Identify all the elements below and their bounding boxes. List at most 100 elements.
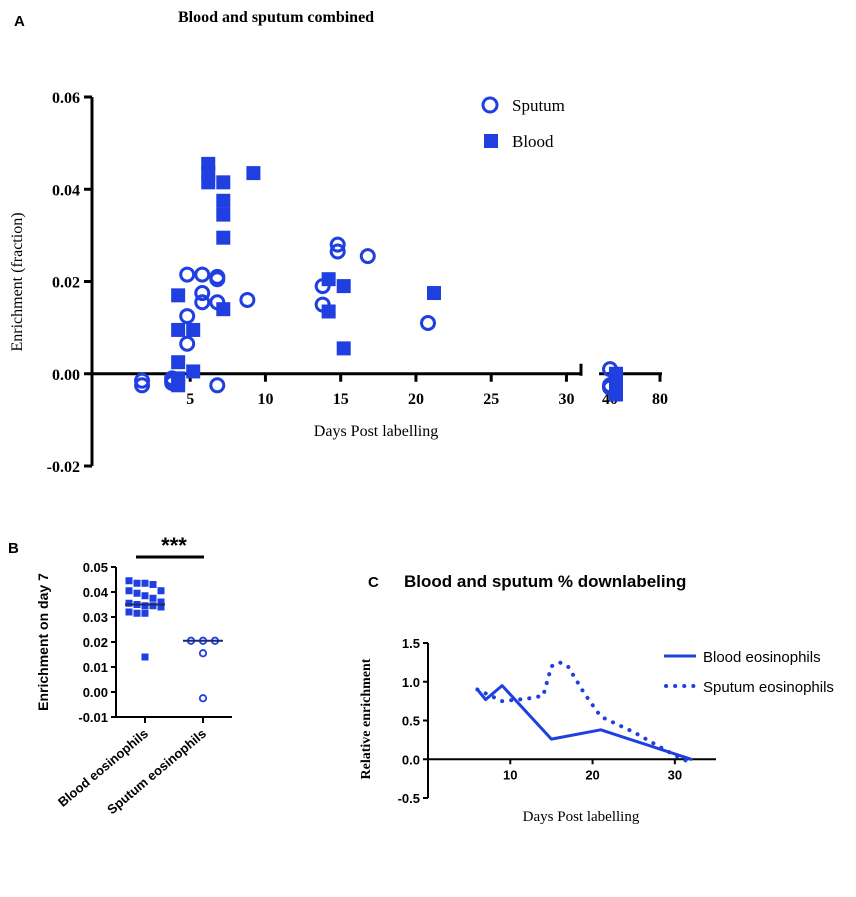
panel-label: C <box>368 574 379 591</box>
y-tick-label: 0.01 <box>83 660 108 675</box>
legend-blood-marker <box>484 134 498 148</box>
x-tick-label: 20 <box>585 767 599 782</box>
sputum-eosinophils-line <box>475 660 694 766</box>
legend-blood-label: Blood eosinophils <box>703 649 821 666</box>
blood-point <box>427 286 441 301</box>
panel-label: B <box>8 540 19 557</box>
blood-point <box>216 193 231 208</box>
blood-point <box>171 355 186 370</box>
y-tick-label: 0.02 <box>83 635 108 650</box>
blood-point <box>216 175 231 190</box>
x-tick-label: Sputum eosinophils <box>104 726 209 817</box>
sputum-point <box>329 236 346 253</box>
x-tick-label: 10 <box>503 767 517 782</box>
blood-point <box>609 387 623 402</box>
y-tick-label: -0.5 <box>398 791 420 806</box>
blood-point <box>171 288 186 303</box>
blood-point <box>246 166 261 181</box>
y-axis-label: Enrichment on day 7 <box>35 573 51 711</box>
y-tick-label: 0.04 <box>83 585 109 600</box>
blood-point <box>216 207 231 222</box>
sputum-point <box>359 248 376 265</box>
chart-title: Blood and sputum combined <box>178 9 374 26</box>
legend-sputum-label: Sputum eosinophils <box>703 679 834 696</box>
blood-eosinophil-point <box>125 587 133 595</box>
blood-point <box>321 304 336 319</box>
y-tick-label: -0.01 <box>78 710 108 725</box>
blood-point <box>216 302 231 317</box>
blood-point <box>201 175 216 190</box>
blood-point <box>186 322 201 337</box>
y-tick-label: -0.02 <box>47 459 80 476</box>
sputum-point <box>194 266 211 283</box>
blood-eosinophil-point <box>157 598 165 606</box>
x-axis-label: Days Post labelling <box>523 809 640 825</box>
x-tick-label: 25 <box>483 391 499 408</box>
sputum-point <box>239 291 256 308</box>
x-tick-label: 30 <box>668 767 682 782</box>
blood-point <box>336 279 351 294</box>
blood-point <box>216 230 231 245</box>
blood-eosinophils-line <box>475 684 693 761</box>
blood-point <box>186 364 201 379</box>
sputum-point <box>209 377 226 394</box>
blood-point <box>336 341 351 356</box>
y-axis-label: Relative enrichment <box>359 658 374 779</box>
sputum-point <box>179 308 196 325</box>
legend-sputum-marker <box>481 96 499 114</box>
blood-eosinophil-point <box>157 587 165 595</box>
x-tick-label: 30 <box>558 391 574 408</box>
y-tick-label: 1.5 <box>402 636 420 651</box>
sputum-point <box>209 271 226 288</box>
y-tick-label: 1.0 <box>402 675 420 690</box>
x-tick-label: 80 <box>652 391 668 408</box>
blood-eosinophil-point <box>125 608 133 616</box>
y-tick-label: 0.06 <box>52 90 80 107</box>
sputum-point <box>179 266 196 283</box>
blood-eosinophil-point <box>133 579 141 587</box>
blood-eosinophil-point <box>125 577 133 585</box>
blood-eosinophil-point <box>141 609 149 617</box>
y-tick-label: 0.0 <box>402 752 420 767</box>
x-tick-label: 15 <box>333 391 349 408</box>
sputum-point <box>179 335 196 352</box>
blood-eosinophil-point <box>133 589 141 597</box>
y-tick-label: 0.5 <box>402 714 420 729</box>
sputum-eosinophil-point <box>198 649 208 658</box>
sputum-eosinophil-point <box>198 694 208 703</box>
y-tick-label: 0.03 <box>83 610 108 625</box>
y-tick-label: 0.00 <box>83 685 108 700</box>
y-tick-label: 0.05 <box>83 560 108 575</box>
blood-eosinophil-point <box>125 599 133 607</box>
x-tick-label: 20 <box>408 391 424 408</box>
sputum-point <box>420 315 436 332</box>
y-tick-label: 0.04 <box>52 182 80 199</box>
panel-b: B 0.05 0.04 0.03 0.02 0.01 0.00 -0.01 Enrichment… <box>8 533 232 817</box>
legend-blood-label: Blood <box>512 132 554 151</box>
blood-eosinophil-point <box>157 603 165 611</box>
panel-c: C Blood and sputum % downlabeling 1.5 1.0 0.… <box>359 572 834 825</box>
blood-eosinophil-point <box>149 594 157 602</box>
x-tick-label: 5 <box>186 391 194 408</box>
blood-point <box>321 272 336 287</box>
blood-eosinophil-point <box>149 602 157 610</box>
blood-eosinophil-point <box>141 579 149 587</box>
blood-eosinophil-point <box>133 609 141 617</box>
blood-eosinophil-point <box>141 592 149 600</box>
blood-eosinophil-point <box>141 653 149 661</box>
panel-label: A <box>14 13 25 30</box>
y-tick-label: 0.00 <box>52 367 80 384</box>
x-axis-label: Days Post labelling <box>314 423 438 440</box>
legend-sputum-label: Sputum <box>512 96 565 115</box>
y-axis-label: Enrichment (fraction) <box>9 212 26 351</box>
significance-label: *** <box>161 533 187 558</box>
sputum-point <box>134 377 151 394</box>
blood-eosinophil-point <box>141 602 149 610</box>
blood-point <box>171 322 186 337</box>
x-tick-label: 10 <box>257 391 273 408</box>
sputum-point <box>194 294 211 311</box>
blood-eosinophil-point <box>149 581 157 588</box>
sputum-point <box>194 285 211 302</box>
panel-a: A Blood and sputum combined 0.06 0.04 0.02 0.… <box>9 9 668 476</box>
